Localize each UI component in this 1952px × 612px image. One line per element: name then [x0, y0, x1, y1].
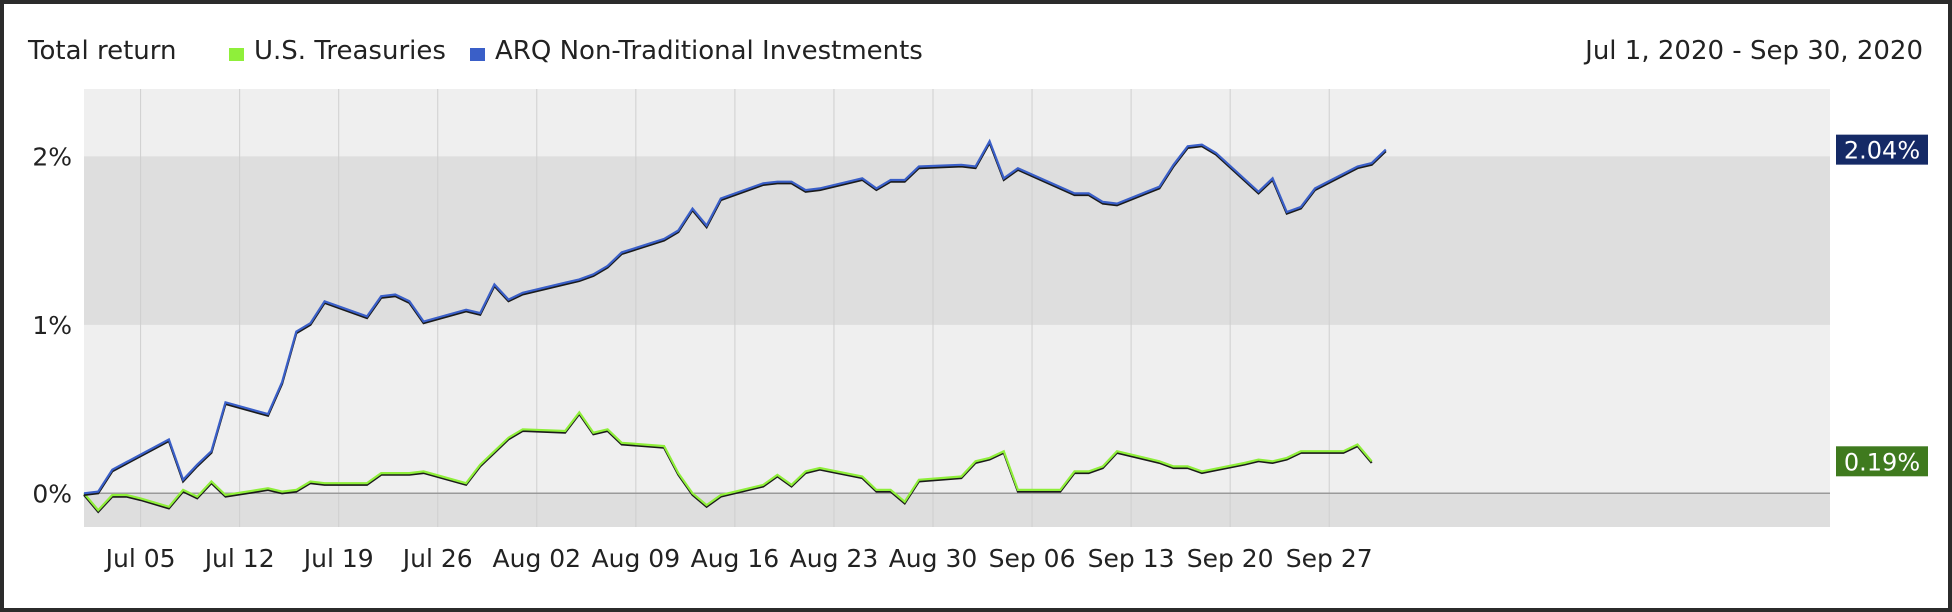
legend-swatch-arq [470, 48, 485, 61]
x-tick-label: Aug 30 [889, 544, 978, 573]
date-range-label: Jul 1, 2020 - Sep 30, 2020 [1585, 36, 1923, 66]
x-tick-label: Aug 23 [790, 544, 879, 573]
series-line-treasuries-shadow [83, 412, 1373, 514]
y-tick-label: 2% [32, 142, 72, 171]
x-tick-label: Aug 16 [691, 544, 780, 573]
plot-band-below-0 [84, 493, 1830, 527]
end-badge-arq [1836, 134, 1928, 165]
x-tick-label: Sep 20 [1187, 544, 1274, 573]
y-tick-label: 0% [32, 479, 72, 508]
x-tick-label: Aug 09 [592, 544, 681, 573]
x-tick-label: Sep 27 [1286, 544, 1373, 573]
x-tick-label: Jul 05 [104, 544, 176, 573]
x-tick-label: Sep 13 [1088, 544, 1175, 573]
legend-label-arq[interactable]: ARQ Non-Traditional Investments [495, 36, 923, 66]
x-tick-label: Jul 26 [401, 544, 473, 573]
end-label-treasuries: 0.19% [1844, 448, 1920, 476]
end-badge-treasuries [1836, 446, 1928, 477]
chart-title: Total return [28, 36, 177, 66]
x-tick-label: Jul 19 [302, 544, 374, 573]
x-tick-label: Aug 02 [493, 544, 582, 573]
legend-label-treasuries[interactable]: U.S. Treasuries [254, 36, 446, 66]
plot-band-1-2 [84, 156, 1830, 325]
x-tick-label: Sep 06 [989, 544, 1076, 573]
series-line-treasuries [83, 410, 1373, 512]
x-tick-label: Jul 12 [203, 544, 275, 573]
y-tick-label: 1% [32, 311, 72, 340]
end-label-arq: 2.04% [1844, 137, 1920, 165]
legend-swatch-treasuries [229, 48, 244, 61]
series-line-arq [83, 138, 1387, 495]
